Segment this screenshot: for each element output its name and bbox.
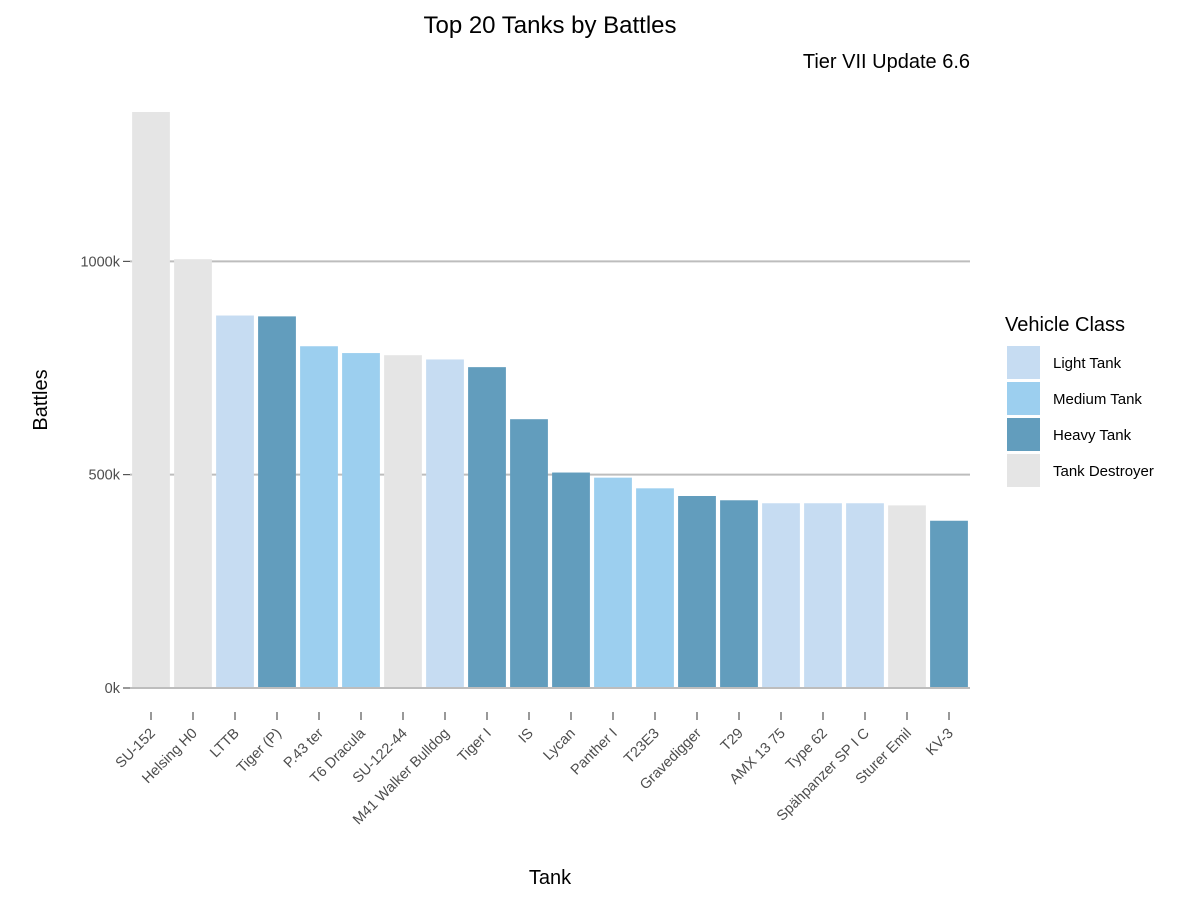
legend-label: Medium Tank — [1053, 391, 1142, 408]
bar — [888, 505, 926, 688]
bar — [678, 496, 716, 688]
chart-title: Top 20 Tanks by Battles — [423, 12, 676, 39]
bar — [930, 520, 968, 688]
y-tick-label: 500k — [89, 468, 121, 484]
legend-title: Vehicle Class — [1005, 314, 1125, 336]
y-axis-title: Battles — [30, 369, 52, 430]
bar — [216, 315, 254, 688]
y-tick-label: 1000k — [80, 254, 120, 270]
bar — [552, 472, 590, 688]
x-tick-label: T29 — [718, 726, 747, 755]
gridlines — [130, 260, 970, 476]
bar — [426, 359, 464, 688]
legend-swatch — [1007, 418, 1040, 451]
x-axis-title: Tank — [529, 867, 572, 889]
bar — [720, 500, 758, 688]
bars — [132, 112, 968, 688]
x-tick-label: Lycan — [541, 726, 579, 764]
x-tick-label: LTTB — [207, 726, 243, 762]
y-axis: 0k 500k 1000k — [80, 254, 130, 697]
bar — [132, 112, 170, 688]
bar — [300, 346, 338, 688]
legend: Vehicle Class Light Tank Medium Tank Heavy… — [1005, 314, 1154, 487]
bar — [174, 259, 212, 688]
bar — [510, 419, 548, 688]
legend-label: Heavy Tank — [1053, 427, 1132, 444]
y-tick-label: 0k — [105, 681, 121, 697]
x-tick-label: IS — [516, 726, 537, 747]
chart-subtitle: Tier VII Update 6.6 — [803, 51, 970, 73]
x-tick-label: T23E3 — [621, 726, 663, 768]
legend-label: Tank Destroyer — [1053, 463, 1154, 480]
bar — [384, 355, 422, 688]
bar — [636, 488, 674, 688]
bar — [342, 353, 380, 688]
legend-label: Light Tank — [1053, 355, 1122, 372]
bar — [468, 367, 506, 688]
legend-swatch — [1007, 382, 1040, 415]
bar — [762, 503, 800, 688]
x-tick-label: KV-3 — [923, 726, 957, 760]
x-tick-label: Panther I — [568, 726, 621, 779]
x-tick-label: Tiger (P) — [234, 726, 285, 777]
x-tick-label: Tiger I — [455, 726, 495, 766]
bar — [846, 503, 884, 688]
bar — [258, 316, 296, 688]
bar — [594, 477, 632, 688]
legend-swatch — [1007, 454, 1040, 487]
legend-swatch — [1007, 346, 1040, 379]
bar — [804, 503, 842, 688]
